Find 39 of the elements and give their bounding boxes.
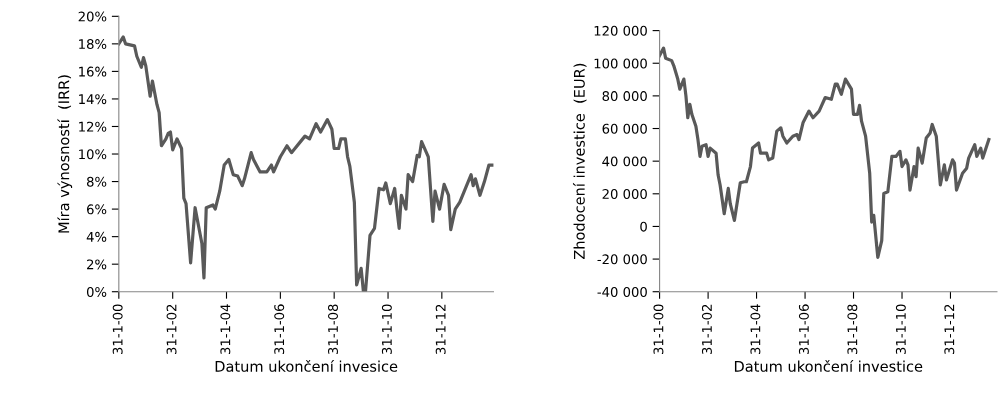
y-tick-label: 60 000 [602,123,647,134]
x-tick-label: 31-1-04 [750,304,761,355]
x-tick-label: 31-1-06 [274,304,285,355]
y-tick-label: 100 000 [594,58,647,69]
x-axis-title: Datum ukončení investice [734,359,923,372]
y-tick-label: 4% [86,231,107,242]
y-tick-label: -20 000 [597,254,647,265]
y-tick-label: 8% [86,176,107,187]
y-tick-label: 18% [79,39,107,50]
x-tick-label: 31-1-08 [847,304,858,355]
y-tick-label: 20 000 [602,189,647,199]
y-tick-label: 0 [640,221,647,232]
y-axis-title: Zhodocení investice (EUR) [572,63,587,260]
x-tick-label: 31-1-08 [328,304,338,355]
y-tick-label: 80 000 [602,91,647,102]
x-tick-label: 31-1-10 [381,304,392,355]
y-tick-label: 40 000 [602,156,647,167]
x-tick-label: 31-1-06 [798,304,809,355]
y-tick-label: 16% [79,66,107,77]
y-tick-label: 6% [87,204,107,215]
x-tick-label: 31-1-12 [944,304,955,355]
x-tick-label: 31-1-10 [895,304,906,355]
x-tick-label: 31-1-00 [112,304,123,355]
x-tick-label: 31-1-02 [701,304,712,355]
y-tick-label: -40 000 [597,286,647,297]
y-tick-label: 0% [86,286,107,297]
y-tick-label: 14% [79,94,107,105]
x-axis-title: Datum ukončení invesice [215,359,398,372]
y-axis-title: Míra výnosností (IRR) [57,75,73,233]
y-tick-label: 12% [79,121,107,132]
y-tick-label: 2% [87,259,107,270]
x-tick-label: 31-1-00 [653,304,664,355]
y-tick-label: 120 000 [594,25,647,36]
line-series [659,46,991,260]
x-tick-label: 31-1-02 [166,304,177,355]
x-tick-label: 31-1-12 [435,304,446,355]
x-tick-label: 31-1-04 [220,304,231,355]
y-tick-label: 10% [79,149,107,160]
y-tick-label: 20% [78,11,107,22]
